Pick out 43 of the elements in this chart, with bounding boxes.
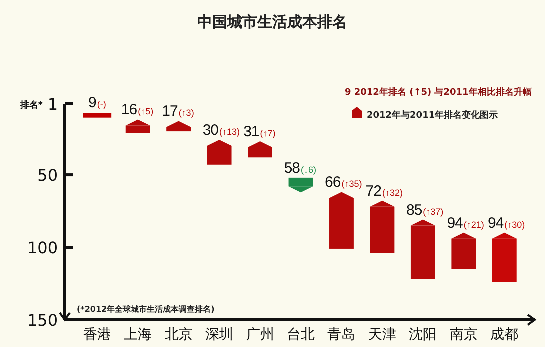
y-tick-label: 150 [27, 311, 58, 330]
y-tick-label: 50 [38, 166, 58, 186]
x-tick-label: 成都 [490, 327, 519, 343]
annotation: (↑7) [260, 128, 276, 138]
data-label: 94 [488, 214, 504, 232]
data-label: 16 [121, 102, 138, 119]
x-tick-label: 天津 [368, 327, 396, 343]
y-axis-title: 排名* [19, 100, 44, 111]
x-tick-label: 深圳 [206, 327, 234, 343]
y-tick-label: 100 [27, 238, 58, 258]
data-label: 58 [284, 160, 300, 177]
data-label: 94 [447, 214, 464, 232]
data-label: 17 [162, 103, 178, 120]
annotation: (↑5) [138, 106, 154, 117]
x-tick-label: 上海 [124, 327, 152, 343]
legend-label: 2012年与2011年排名变化图示 [367, 110, 498, 121]
x-tick-label: 北京 [164, 327, 193, 343]
annotation: (↑13) [220, 127, 240, 138]
data-label: 72 [366, 182, 382, 200]
y-tick-label: 1 [48, 95, 58, 114]
annotation: (↓6) [301, 164, 316, 175]
x-tick-label: 沈阳 [409, 327, 438, 343]
x-tick-label: 南京 [450, 327, 478, 343]
data-label: 31 [244, 123, 260, 140]
x-tick-label: 香港 [83, 327, 112, 343]
annotation: (↑35) [342, 179, 362, 190]
data-label: 30 [202, 122, 219, 140]
x-tick-label: 青岛 [328, 327, 356, 343]
chart-title: 中国城市生活成本排名 [198, 13, 348, 31]
x-tick-label: 台北 [287, 327, 315, 343]
annotation: (↑32) [382, 188, 403, 198]
annotation: (↑21) [464, 220, 484, 230]
data-label: 66 [325, 174, 341, 192]
annotation: (-) [97, 100, 106, 110]
annotation: (↑3) [178, 108, 194, 118]
annotation: (↑30) [504, 220, 526, 230]
x-tick-label: 广州 [246, 327, 274, 343]
text: 9 2012年排名 (↑5) 与2011年相比排名升幅 [345, 87, 532, 98]
annotation: (↑37) [423, 206, 444, 217]
legend: 2012年与2011年排名变化图示 [352, 107, 498, 121]
annotation: (*2012年全球城市生活成本调查排名) [77, 304, 215, 314]
data-label: 85 [406, 202, 422, 219]
data-label: 9 [88, 94, 97, 112]
